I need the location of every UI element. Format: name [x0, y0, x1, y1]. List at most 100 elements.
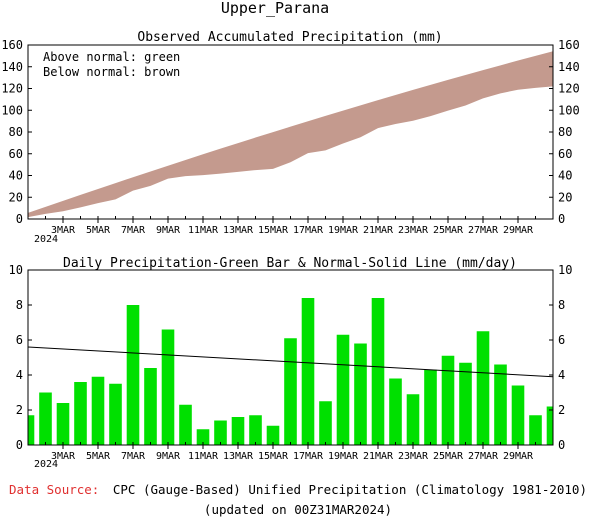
x-tick-label: 13MAR — [223, 451, 254, 462]
daily-bar — [179, 404, 192, 445]
y-tick-label-left: 160 — [1, 38, 23, 52]
y-tick-label-right: 160 — [558, 38, 580, 52]
x-tick-label: 29MAR — [503, 225, 534, 236]
daily-bar — [91, 376, 105, 445]
y-tick-label-left: 0 — [16, 438, 23, 452]
daily-bar — [424, 369, 437, 445]
daily-bar — [39, 392, 52, 445]
accumulated-x-year-label: 2024 — [34, 234, 58, 245]
daily-bar — [249, 415, 262, 445]
y-tick-label-left: 60 — [9, 147, 23, 161]
daily-bar — [459, 362, 472, 445]
daily-bar — [126, 305, 140, 445]
y-tick-label-right: 80 — [558, 125, 572, 139]
y-tick-label-right: 140 — [558, 60, 580, 74]
x-tick-label: 17MAR — [293, 225, 324, 236]
daily-bar — [109, 383, 122, 445]
y-tick-label-left: 40 — [9, 169, 23, 183]
daily-bar — [319, 401, 332, 445]
x-tick-label: 9MAR — [156, 451, 181, 462]
data-source-label: Data Source: — [9, 482, 99, 497]
daily-bar — [266, 425, 280, 445]
daily-y-axis-right: 0 2 4 6 8 10 — [549, 263, 572, 452]
daily-bar — [354, 343, 367, 445]
daily-bar — [161, 329, 175, 445]
daily-bar — [196, 429, 210, 445]
x-tick-label: 17MAR — [293, 451, 324, 462]
daily-plot-area — [27, 298, 554, 445]
y-tick-label-left: 4 — [16, 368, 23, 382]
y-tick-label-left: 20 — [9, 190, 23, 204]
x-tick-label: 23MAR — [398, 225, 429, 236]
daily-bar — [494, 364, 507, 445]
y-tick-label-left: 0 — [16, 212, 23, 226]
y-tick-label-right: 20 — [558, 190, 572, 204]
x-tick-label: 25MAR — [433, 451, 464, 462]
accumulated-y-axis-right: 0 20 40 60 80 100 120 140 160 — [549, 38, 580, 226]
y-tick-label-right: 60 — [558, 147, 572, 161]
x-tick-label: 5MAR — [86, 225, 111, 236]
x-tick-label: 21MAR — [363, 451, 394, 462]
page-title: Upper_Parana — [221, 0, 329, 17]
y-tick-label-right: 100 — [558, 103, 580, 117]
daily-bar — [144, 368, 157, 445]
daily-bar — [546, 406, 553, 445]
x-tick-label: 7MAR — [121, 225, 146, 236]
accumulated-chart-title: Observed Accumulated Precipitation (mm) — [137, 30, 442, 45]
daily-y-axis-left: 0 2 4 6 8 10 — [9, 263, 32, 452]
daily-bar — [389, 378, 402, 445]
data-source-text: CPC (Gauge-Based) Unified Precipitation … — [113, 482, 587, 497]
y-tick-label-left: 2 — [16, 403, 23, 417]
x-tick-label: 21MAR — [363, 225, 394, 236]
daily-bar — [214, 420, 227, 445]
x-tick-label: 3MAR — [51, 225, 76, 236]
x-tick-label: 15MAR — [258, 451, 289, 462]
x-tick-label: 13MAR — [223, 225, 254, 236]
data-source-line: Data Source: CPC (Gauge-Based) Unified P… — [9, 482, 587, 497]
y-tick-label-left: 140 — [1, 60, 23, 74]
x-tick-label: 27MAR — [468, 451, 499, 462]
x-tick-label: 11MAR — [188, 225, 219, 236]
daily-bar — [284, 338, 297, 445]
daily-bar — [231, 417, 245, 445]
daily-x-year-label: 2024 — [34, 459, 58, 470]
accumulated-x-axis: 3MAR 5MAR 7MAR 9MAR 11MAR 13MAR 15MAR 17MAR 19MA… — [27, 216, 554, 236]
y-tick-label-left: 6 — [16, 333, 23, 347]
accumulated-plot-area — [28, 51, 553, 218]
y-tick-label-right: 0 — [558, 438, 565, 452]
daily-x-axis: 3MAR 5MAR 7MAR 9MAR 11MAR 13MAR 15MAR 17MAR 19MA… — [27, 442, 554, 462]
legend-below-normal: Below normal: brown — [43, 65, 180, 79]
daily-bar — [336, 334, 350, 445]
x-tick-label: 5MAR — [86, 451, 111, 462]
x-tick-label: 7MAR — [121, 451, 146, 462]
x-tick-label: 9MAR — [156, 225, 181, 236]
x-tick-label: 23MAR — [398, 451, 429, 462]
y-tick-label-left: 10 — [9, 263, 23, 277]
daily-bar — [301, 298, 315, 445]
daily-bar — [406, 394, 420, 445]
y-tick-label-right: 4 — [558, 368, 565, 382]
x-tick-label: 19MAR — [328, 451, 359, 462]
below-normal-area — [28, 51, 553, 218]
legend-above-normal: Above normal: green — [43, 50, 180, 64]
y-tick-label-left: 8 — [16, 298, 23, 312]
daily-bar — [371, 298, 385, 445]
x-tick-label: 27MAR — [468, 225, 499, 236]
y-tick-label-left: 100 — [1, 103, 23, 117]
y-tick-label-right: 40 — [558, 169, 572, 183]
x-tick-label: 15MAR — [258, 225, 289, 236]
accumulated-chart: Observed Accumulated Precipitation (mm) … — [1, 30, 579, 245]
daily-bar — [56, 403, 70, 445]
normal-line — [27, 346, 554, 378]
y-tick-label-right: 6 — [558, 333, 565, 347]
y-tick-label-right: 0 — [558, 212, 565, 226]
y-tick-label-right: 120 — [558, 82, 580, 96]
daily-bar — [441, 355, 455, 445]
daily-chart: Daily Precipitation-Green Bar & Normal-S… — [9, 256, 573, 470]
daily-bar — [476, 331, 490, 445]
x-tick-label: 29MAR — [503, 451, 534, 462]
daily-bar — [28, 415, 35, 445]
daily-chart-title: Daily Precipitation-Green Bar & Normal-S… — [63, 256, 517, 271]
y-tick-label-right: 8 — [558, 298, 565, 312]
